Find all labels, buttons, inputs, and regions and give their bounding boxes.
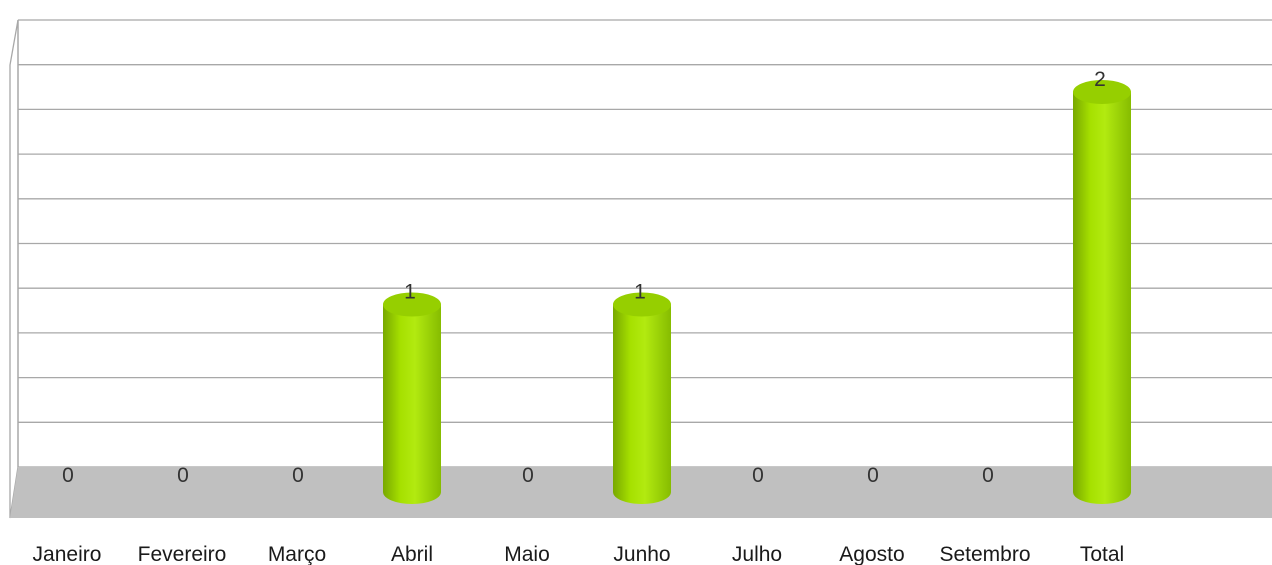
data-label: 0 <box>867 464 879 487</box>
category-label: Agosto <box>839 543 904 565</box>
bar <box>1073 92 1131 504</box>
data-label: 0 <box>62 464 74 487</box>
bar-top <box>613 292 671 317</box>
data-label: 0 <box>522 464 534 487</box>
bars-group <box>383 80 1131 504</box>
data-label: 0 <box>982 464 994 487</box>
category-label: Abril <box>391 543 433 565</box>
category-label: Maio <box>504 543 550 565</box>
data-label: 0 <box>177 464 189 487</box>
bar <box>613 304 671 504</box>
bar-top <box>383 292 441 317</box>
data-label: 0 <box>292 464 304 487</box>
category-label: Junho <box>613 543 670 565</box>
category-label: Fevereiro <box>138 543 227 565</box>
labels-group: Janeiro 0 Fevereiro 0 Março 0 Abril 1 Maio 0 Junho… <box>33 68 1125 565</box>
category-label: Julho <box>732 543 782 565</box>
bar <box>383 304 441 504</box>
data-label: 2 <box>1094 68 1106 91</box>
side-wall <box>9 19 19 519</box>
category-label: Total <box>1080 543 1124 565</box>
data-label: 1 <box>404 281 416 304</box>
category-label: Março <box>268 543 326 565</box>
data-label: 1 <box>634 281 646 304</box>
category-label: Janeiro <box>33 543 102 565</box>
category-label: Setembro <box>939 543 1030 565</box>
bar-top <box>1073 80 1131 104</box>
data-label: 0 <box>752 464 764 487</box>
